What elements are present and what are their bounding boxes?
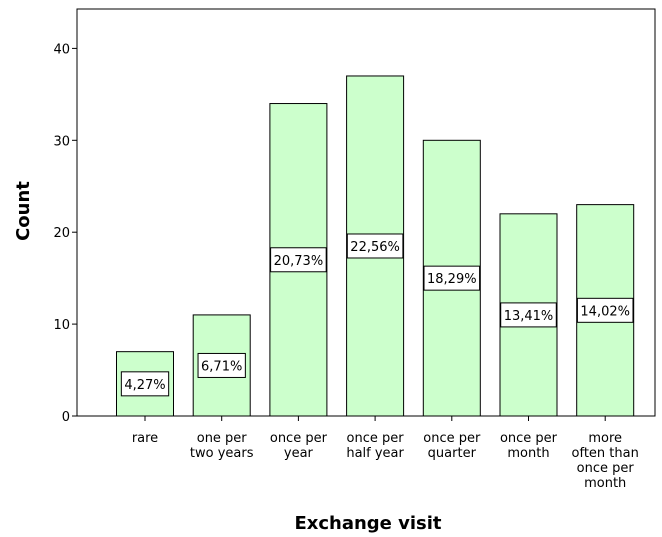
data-label: 6,71%: [201, 359, 242, 374]
data-label-box: [270, 247, 327, 273]
y-tick-label: 40: [53, 42, 70, 57]
data-label-box: [500, 302, 557, 328]
data-label-box: [346, 233, 404, 259]
x-tick-label: once per quarter: [423, 431, 481, 461]
x-tick-label: more often than once per month: [572, 431, 639, 491]
x-tick-label: once per month: [500, 431, 558, 461]
x-tick-label: rare: [132, 431, 158, 446]
data-label: 20,73%: [274, 254, 324, 269]
data-label: 14,02%: [580, 304, 630, 319]
data-label-box: [120, 371, 170, 397]
x-tick-label: once per half year: [346, 431, 404, 461]
y-tick-label: 30: [53, 134, 70, 149]
x-tick-label: one per two years: [190, 431, 254, 461]
data-label-box: [423, 265, 481, 291]
y-tick-label: 20: [53, 226, 70, 241]
data-label: 13,41%: [504, 309, 554, 324]
y-tick-label: 10: [53, 318, 70, 333]
data-label: 18,29%: [427, 272, 477, 287]
x-tick-label: once per year: [270, 431, 328, 461]
x-axis-title: Exchange visit: [294, 513, 441, 534]
y-tick-label: 0: [62, 410, 70, 425]
y-axis-title: Count: [13, 181, 34, 241]
data-label: 22,56%: [350, 240, 400, 255]
data-label: 4,27%: [124, 378, 165, 393]
data-label-box: [197, 352, 246, 378]
data-label-box: [576, 297, 634, 323]
